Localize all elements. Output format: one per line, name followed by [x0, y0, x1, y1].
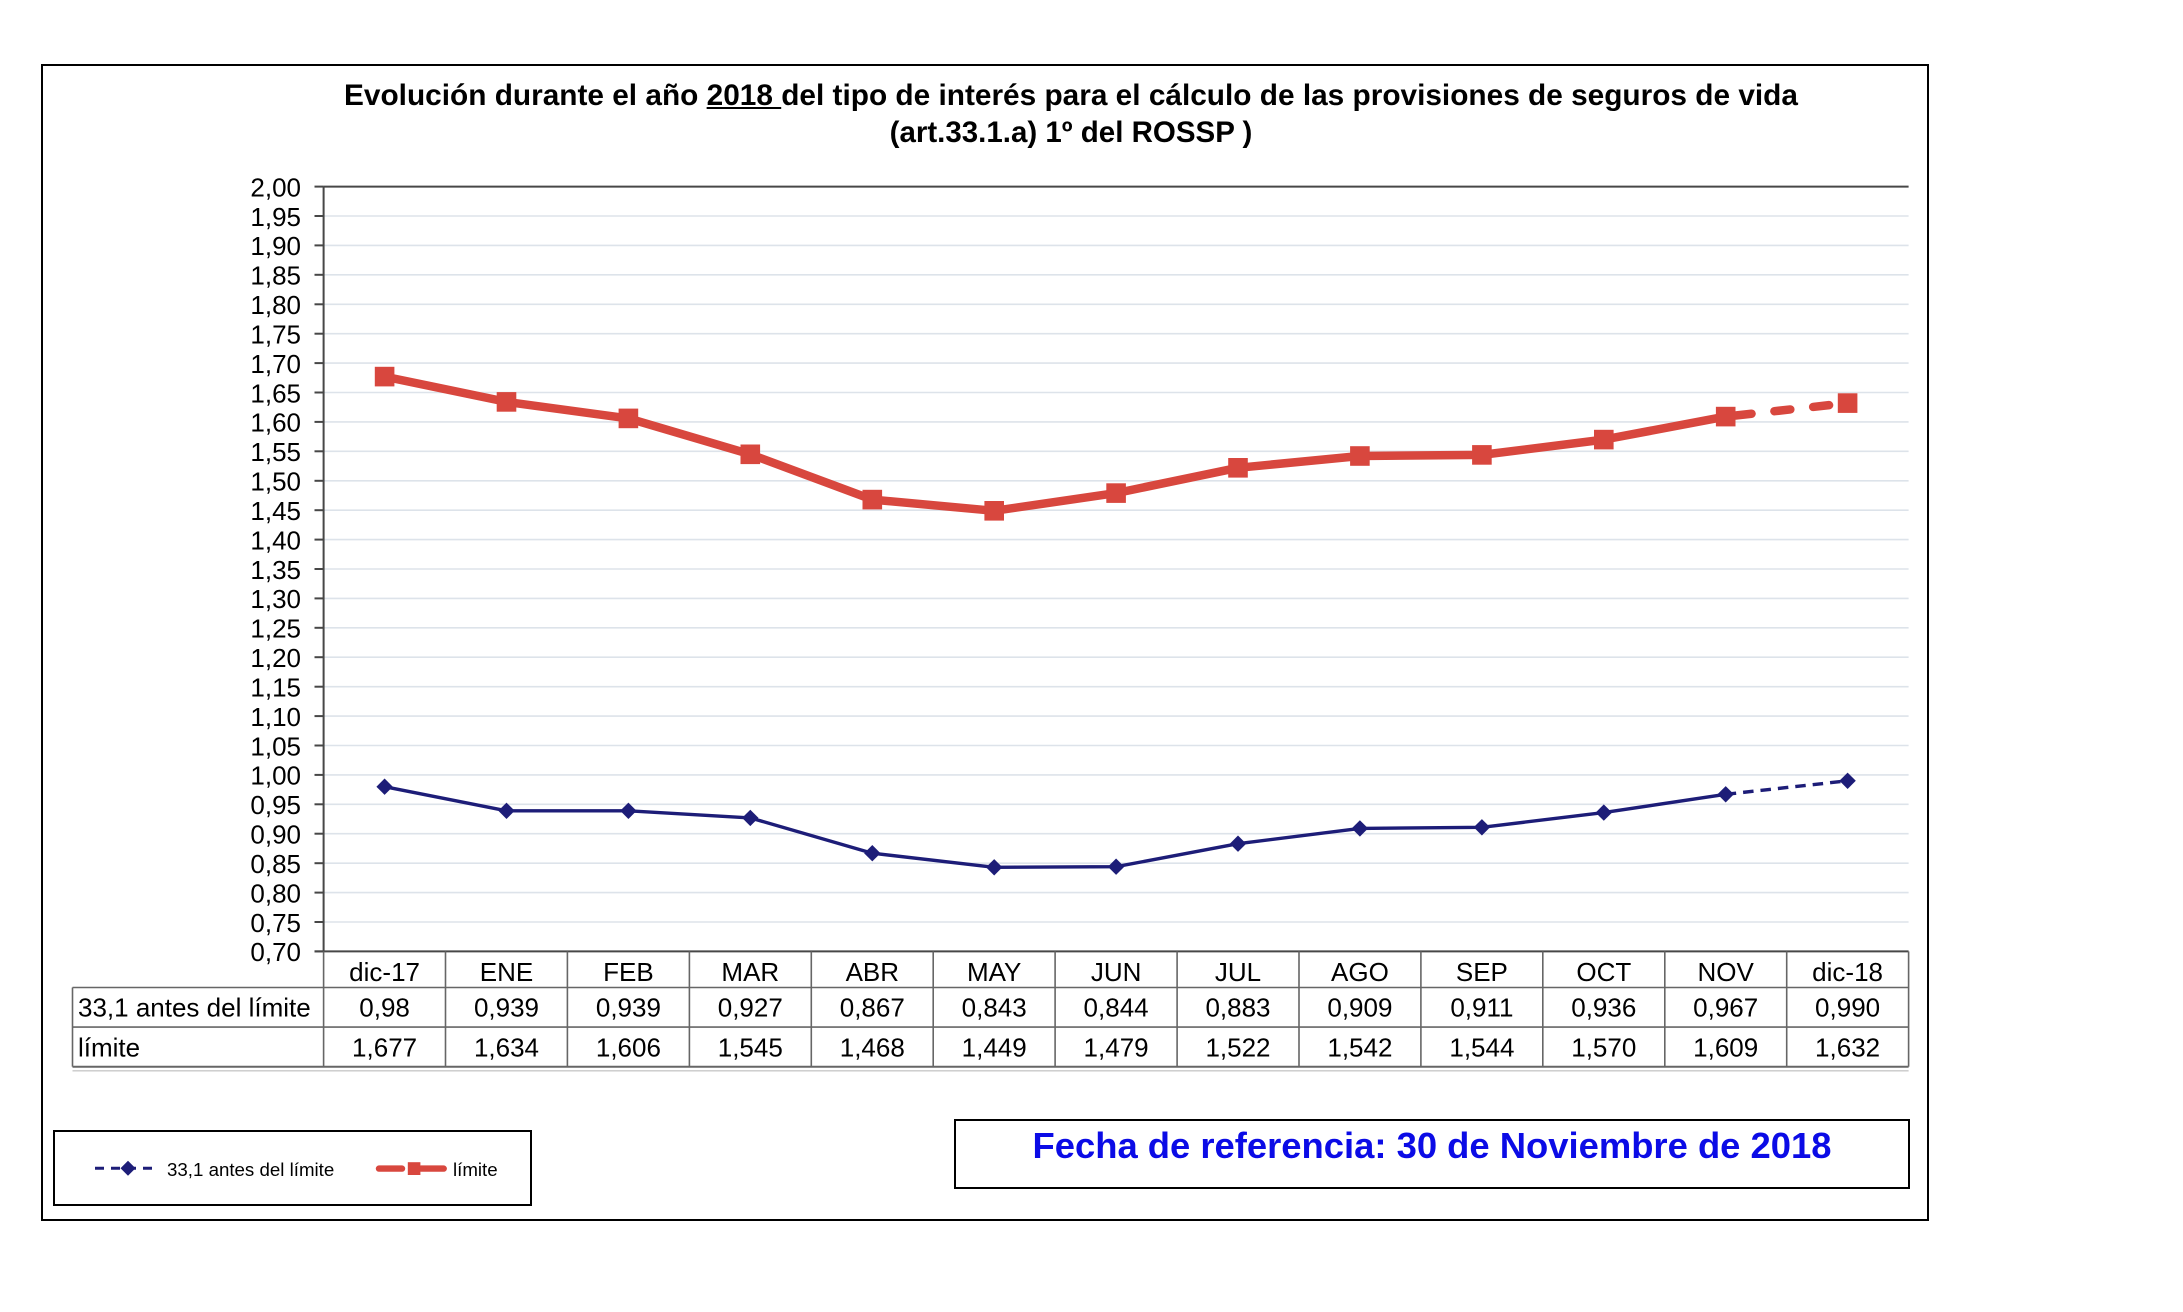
svg-text:1,65: 1,65 [250, 378, 301, 408]
svg-text:0,85: 0,85 [250, 849, 301, 879]
svg-text:0,911: 0,911 [1450, 992, 1513, 1022]
svg-text:0,939: 0,939 [474, 992, 539, 1022]
svg-text:1,544: 1,544 [1449, 1032, 1514, 1062]
svg-text:JUL: JUL [1215, 957, 1261, 987]
svg-text:1,609: 1,609 [1693, 1032, 1758, 1062]
svg-text:33,1 antes del límite: 33,1 antes del límite [78, 992, 311, 1022]
svg-text:1,40: 1,40 [250, 525, 301, 555]
svg-text:1,542: 1,542 [1327, 1032, 1392, 1062]
svg-text:ENE: ENE [480, 957, 533, 987]
svg-text:NOV: NOV [1698, 957, 1755, 987]
svg-text:1,479: 1,479 [1084, 1032, 1149, 1062]
svg-text:1,85: 1,85 [250, 261, 301, 291]
svg-text:1,449: 1,449 [962, 1032, 1027, 1062]
svg-text:0,844: 0,844 [1084, 992, 1149, 1022]
svg-text:1,677: 1,677 [352, 1032, 417, 1062]
svg-text:1,545: 1,545 [718, 1032, 783, 1062]
svg-text:1,10: 1,10 [250, 702, 301, 732]
svg-text:0,70: 0,70 [250, 937, 301, 967]
svg-text:1,606: 1,606 [596, 1032, 661, 1062]
svg-text:1,15: 1,15 [250, 673, 301, 703]
svg-text:1,468: 1,468 [840, 1032, 905, 1062]
svg-text:0,90: 0,90 [250, 820, 301, 850]
svg-text:1,50: 1,50 [250, 467, 301, 497]
svg-text:2,00: 2,00 [250, 172, 301, 202]
svg-text:0,98: 0,98 [359, 992, 410, 1022]
svg-text:1,632: 1,632 [1815, 1032, 1880, 1062]
svg-text:0,867: 0,867 [840, 992, 905, 1022]
svg-text:OCT: OCT [1576, 957, 1631, 987]
svg-text:1,20: 1,20 [250, 643, 301, 673]
svg-text:1,45: 1,45 [250, 496, 301, 526]
svg-text:1,75: 1,75 [250, 320, 301, 350]
svg-text:1,90: 1,90 [250, 231, 301, 261]
svg-text:0,75: 0,75 [250, 908, 301, 938]
svg-text:1,522: 1,522 [1205, 1032, 1270, 1062]
svg-text:SEP: SEP [1456, 957, 1508, 987]
svg-text:1,25: 1,25 [250, 614, 301, 644]
svg-text:dic-18: dic-18 [1812, 957, 1883, 987]
svg-text:1,30: 1,30 [250, 584, 301, 614]
svg-text:MAR: MAR [721, 957, 779, 987]
svg-text:1,00: 1,00 [250, 761, 301, 791]
svg-text:0,990: 0,990 [1815, 992, 1880, 1022]
svg-text:dic-17: dic-17 [349, 957, 420, 987]
svg-text:0,883: 0,883 [1205, 992, 1270, 1022]
svg-text:JUN: JUN [1091, 957, 1142, 987]
svg-text:1,95: 1,95 [250, 202, 301, 232]
svg-text:1,634: 1,634 [474, 1032, 539, 1062]
svg-text:0,939: 0,939 [596, 992, 661, 1022]
svg-text:AGO: AGO [1331, 957, 1389, 987]
svg-text:1,05: 1,05 [250, 731, 301, 761]
svg-text:0,95: 0,95 [250, 790, 301, 820]
svg-text:0,927: 0,927 [718, 992, 783, 1022]
svg-text:límite: límite [78, 1032, 140, 1062]
svg-text:0,843: 0,843 [962, 992, 1027, 1022]
svg-text:1,35: 1,35 [250, 555, 301, 585]
svg-text:1,70: 1,70 [250, 349, 301, 379]
svg-text:0,967: 0,967 [1693, 992, 1758, 1022]
svg-text:FEB: FEB [603, 957, 654, 987]
svg-text:1,570: 1,570 [1571, 1032, 1636, 1062]
svg-text:1,60: 1,60 [250, 408, 301, 438]
svg-text:1,80: 1,80 [250, 290, 301, 320]
svg-text:MAY: MAY [967, 957, 1021, 987]
svg-text:1,55: 1,55 [250, 437, 301, 467]
svg-text:0,936: 0,936 [1571, 992, 1636, 1022]
svg-text:ABR: ABR [846, 957, 899, 987]
svg-text:0,80: 0,80 [250, 878, 301, 908]
svg-text:0,909: 0,909 [1327, 992, 1392, 1022]
